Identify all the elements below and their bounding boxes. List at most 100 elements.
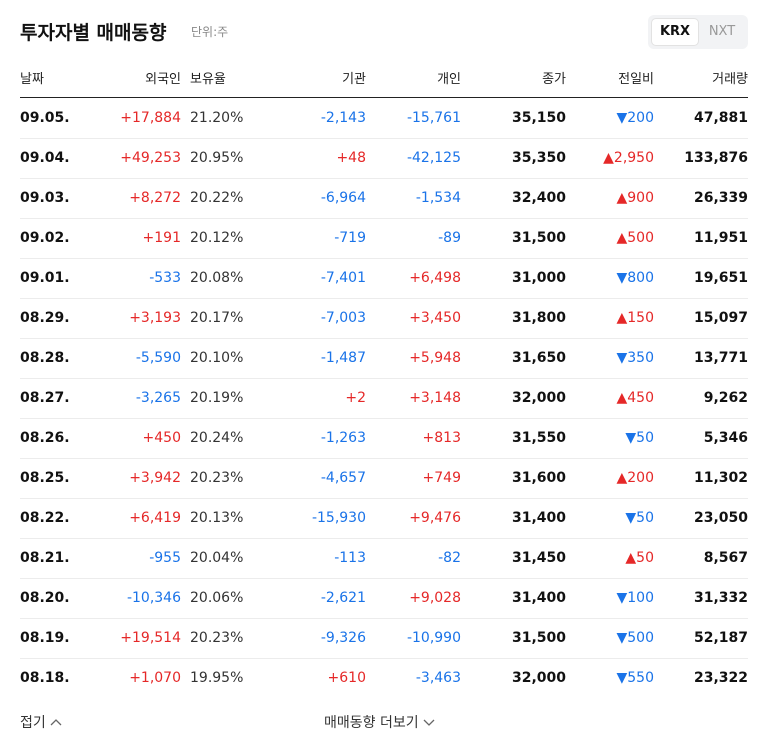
cell: -7,003 [320, 310, 366, 326]
cell: 20.95% [190, 150, 244, 166]
cell: +19,514 [120, 630, 181, 646]
title: 투자자별 매매동향 [20, 22, 167, 44]
cell: +191 [142, 230, 181, 246]
cell: 08.28. [20, 350, 70, 366]
cell: 19,651 [693, 270, 748, 286]
change-cell: ▲200 [616, 470, 655, 486]
cell: +5,948 [409, 350, 461, 366]
cell: +610 [327, 670, 366, 686]
cell: 08.20. [20, 590, 70, 606]
label: 접기 [20, 715, 46, 731]
column-header: 외국인 [145, 72, 181, 87]
cell: 133,876 [684, 150, 748, 166]
cell: -3,265 [135, 390, 181, 406]
cell: +749 [422, 470, 461, 486]
cell: 5,346 [703, 430, 748, 446]
cell: +8,272 [129, 190, 181, 206]
cell: 31,800 [511, 310, 566, 326]
cell: 08.21. [20, 550, 70, 566]
change-cell: ▲150 [616, 310, 655, 326]
cell: 20.23% [190, 470, 244, 486]
cell: +6,419 [129, 510, 181, 526]
change-cell: ▼200 [616, 110, 655, 126]
cell: 31,650 [511, 350, 566, 366]
cell: 9,262 [703, 390, 748, 406]
cell: 31,332 [693, 590, 748, 606]
cell: 20.23% [190, 630, 244, 646]
cell: +3,148 [409, 390, 461, 406]
cell: 08.26. [20, 430, 70, 446]
cell: 09.01. [20, 270, 70, 286]
cell: 23,322 [693, 670, 748, 686]
cell: +450 [142, 430, 181, 446]
cell: -10,990 [406, 630, 461, 646]
cell: -1,534 [415, 190, 461, 206]
cell: 08.19. [20, 630, 70, 646]
cell: +9,028 [409, 590, 461, 606]
cell: 31,500 [511, 230, 566, 246]
cell: 11,951 [693, 230, 748, 246]
column-header: 개인 [437, 72, 461, 87]
row-divider [20, 338, 748, 339]
row-divider [20, 178, 748, 179]
column-header: 종가 [542, 72, 566, 87]
cell: 31,500 [511, 630, 566, 646]
cell: 32,000 [511, 390, 566, 406]
change-cell: ▲900 [616, 190, 655, 206]
cell: 11,302 [693, 470, 748, 486]
change-cell: ▼500 [616, 630, 655, 646]
cell: 20.17% [190, 310, 244, 326]
cell: 20.10% [190, 350, 244, 366]
cell: +49,253 [120, 150, 181, 166]
cell: 08.29. [20, 310, 70, 326]
cell: -113 [334, 550, 366, 566]
cell: -9,326 [320, 630, 366, 646]
row-divider [20, 578, 748, 579]
row-divider [20, 538, 748, 539]
cell: 32,000 [511, 670, 566, 686]
change-cell: ▲450 [616, 390, 655, 406]
cell: 8,567 [703, 550, 748, 566]
more-button[interactable]: 매매동향 더보기 [324, 712, 436, 732]
row-divider [20, 418, 748, 419]
row-divider [20, 498, 748, 499]
tab[interactable]: KRX [651, 18, 699, 46]
cell: -89 [438, 230, 461, 246]
cell: -6,964 [320, 190, 366, 206]
chevron-down [423, 719, 435, 726]
row-divider [20, 138, 748, 139]
change-cell: ▼800 [616, 270, 655, 286]
chevron-up [50, 719, 62, 726]
cell: 20.19% [190, 390, 244, 406]
cell: 31,000 [511, 270, 566, 286]
cell: +3,450 [409, 310, 461, 326]
cell: 31,450 [511, 550, 566, 566]
cell: -42,125 [406, 150, 461, 166]
cell: +6,498 [409, 270, 461, 286]
change-cell: ▼550 [616, 670, 655, 686]
cell: 32,400 [511, 190, 566, 206]
cell: +2 [345, 390, 366, 406]
change-cell: ▲50 [625, 550, 654, 566]
cell: -7,401 [320, 270, 366, 286]
column-header: 전일비 [618, 72, 654, 87]
cell: +9,476 [409, 510, 461, 526]
cell: 09.03. [20, 190, 70, 206]
column-header: 날짜 [20, 72, 44, 87]
cell: -82 [438, 550, 461, 566]
cell: 31,550 [511, 430, 566, 446]
cell: 20.24% [190, 430, 244, 446]
cell: 20.22% [190, 190, 244, 206]
cell: 15,097 [693, 310, 748, 326]
cell: 19.95% [190, 670, 244, 686]
change-cell: ▼100 [616, 590, 655, 606]
cell: 31,400 [511, 590, 566, 606]
collapse-button[interactable]: 접기 [20, 712, 63, 732]
row-divider [20, 618, 748, 619]
tab[interactable]: NXT [708, 24, 736, 39]
cell: 52,187 [693, 630, 748, 646]
cell: -1,487 [320, 350, 366, 366]
cell: 31,400 [511, 510, 566, 526]
tab-group: KRX NXT [648, 15, 748, 49]
